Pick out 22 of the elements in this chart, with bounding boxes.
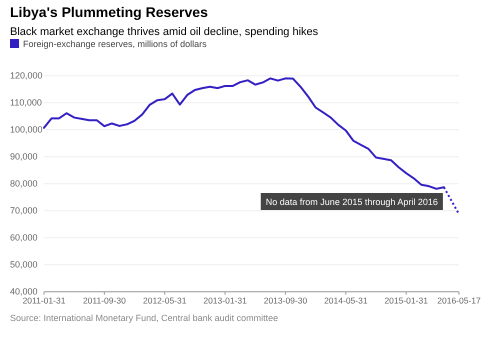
y-tick-label: 80,000 <box>10 178 38 189</box>
y-tick-label: 70,000 <box>10 206 38 216</box>
source-note: Source: International Monetary Fund, Central bank audit committee <box>10 313 278 323</box>
x-tick-label: 2016-05-17 <box>437 296 482 306</box>
x-tick-label: 2013-09-30 <box>264 296 308 306</box>
y-tick-label: 90,000 <box>10 152 38 162</box>
y-tick-label: 120,000 <box>10 70 43 81</box>
chart-title: Libya's Plummeting Reserves <box>10 4 208 20</box>
y-tick-label: 100,000 <box>10 124 43 135</box>
x-tick-label: 2013-01-31 <box>203 296 248 306</box>
y-tick-label: 40,000 <box>10 286 38 297</box>
x-tick-label: 2011-09-30 <box>82 296 126 306</box>
x-tick-label: 2012-05-31 <box>142 296 187 306</box>
legend-label: Foreign-exchange reserves, millions of dollars <box>23 39 208 49</box>
y-tick-label: 110,000 <box>10 98 42 108</box>
x-tick-label: 2011-01-31 <box>22 296 66 306</box>
x-tick-label: 2015-01-31 <box>384 296 428 306</box>
annotation: No data from June 2015 through April 2016 <box>266 197 438 207</box>
chart-subtitle: Black market exchange thrives amid oil decline, spending hikes <box>10 26 319 38</box>
y-tick-label: 60,000 <box>10 232 38 243</box>
x-tick-label: 2014-05-31 <box>324 296 368 306</box>
y-tick-label: 50,000 <box>10 260 38 270</box>
